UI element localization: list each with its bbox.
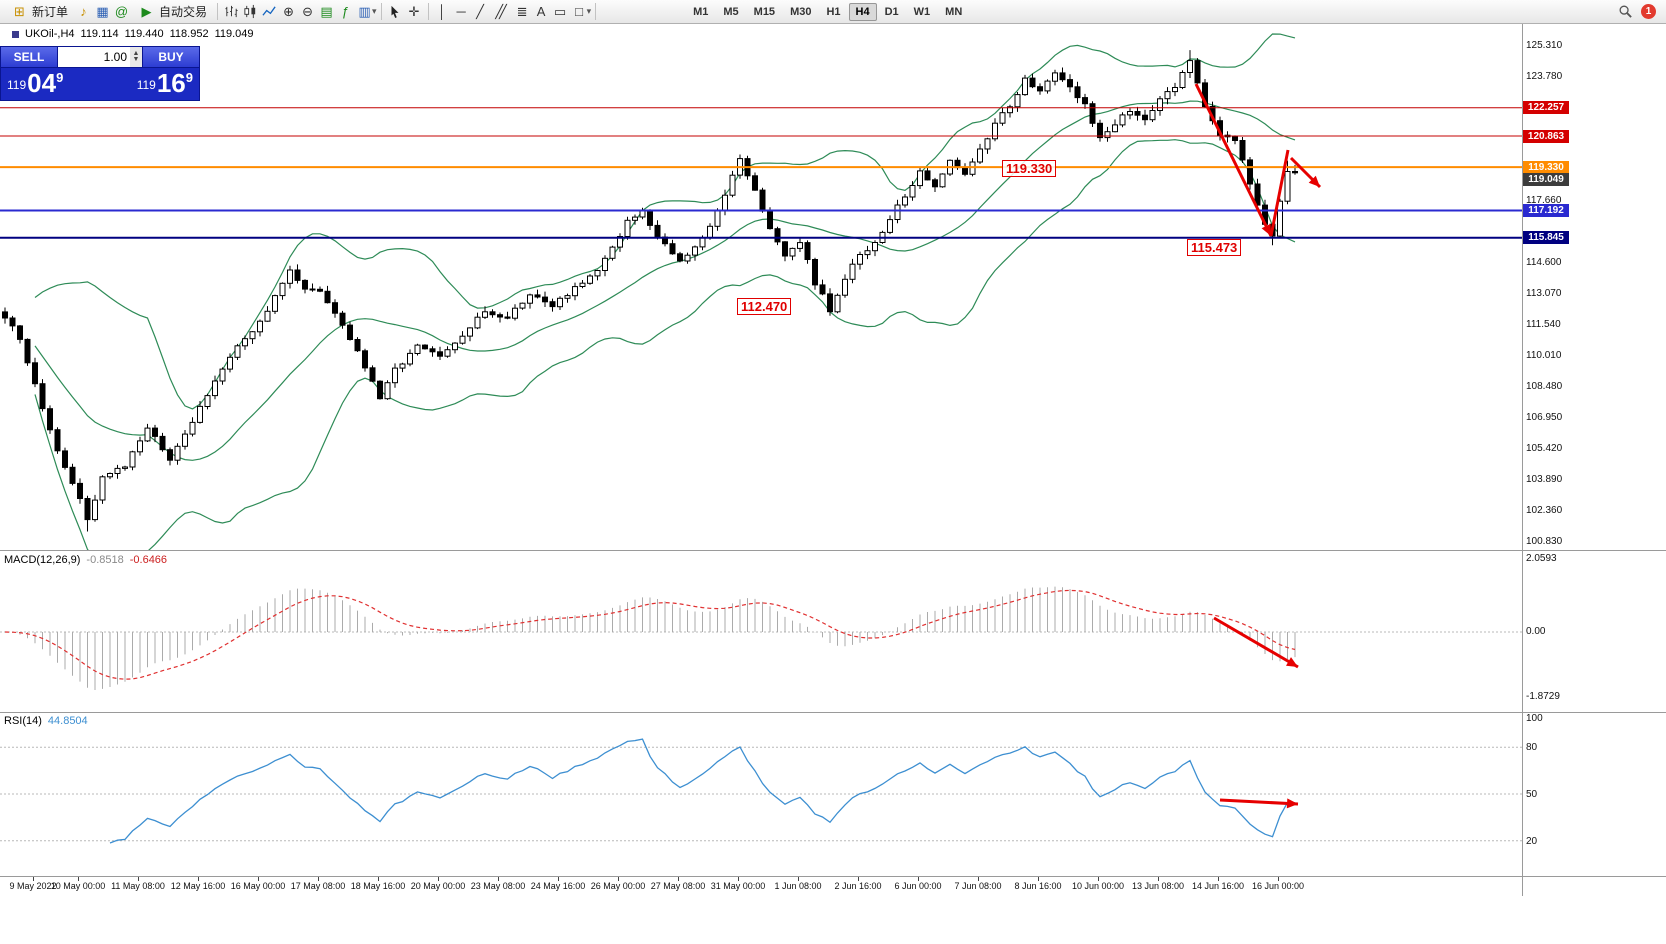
tf-h4-button[interactable]: H4 <box>848 2 877 21</box>
open-value: 119.114 <box>80 28 119 40</box>
macd-signal-value: -0.6466 <box>129 554 168 566</box>
bid-big-digits: 04 <box>27 68 57 98</box>
rsi-indicator <box>0 738 1522 844</box>
horizontal-line-tool-icon[interactable]: ─ <box>456 4 466 19</box>
search-icon[interactable] <box>1616 2 1635 21</box>
indicators-icon[interactable]: ƒ <box>341 4 350 19</box>
rsi-axis-20: 20 <box>1526 836 1538 847</box>
buy-button[interactable]: BUY <box>143 47 199 67</box>
volume-field: ▲▼ <box>57 47 143 67</box>
tf-h1-button[interactable]: H1 <box>826 5 841 18</box>
trend-arrow[interactable] <box>1269 149 1290 237</box>
tf-mn-button[interactable]: MN <box>945 5 963 18</box>
macd-name: MACD(12,26,9) <box>4 554 81 566</box>
toolbar-separator <box>427 3 429 20</box>
tf-d1-button[interactable]: D1 <box>884 5 899 18</box>
macd-main-value: -0.8518 <box>86 554 124 566</box>
trend-arrow-head <box>1308 175 1320 187</box>
rsi-axis-50: 50 <box>1526 789 1538 800</box>
toolbar-separator <box>217 3 219 20</box>
rsi-name: RSI(14) <box>4 715 42 727</box>
bid-prefix: 119 <box>7 78 27 92</box>
macd-signal-line <box>4 589 1296 680</box>
toolbar-separator <box>380 3 382 20</box>
sound-icon[interactable]: ♪ <box>80 4 87 19</box>
channel-tool-icon[interactable]: ╱╱ <box>495 4 507 19</box>
trend-arrows <box>1194 83 1322 809</box>
trend-arrow-head <box>1286 657 1298 667</box>
label-tool-icon[interactable]: ▭ <box>553 4 567 19</box>
new-order-button[interactable]: ⊞ 新订单 <box>4 2 74 22</box>
vertical-line-tool-icon[interactable]: │ <box>438 4 447 19</box>
zoom-in-icon[interactable]: ⊕ <box>283 4 294 19</box>
cursor-icon[interactable] <box>386 2 405 21</box>
templates-caret-icon[interactable]: ▾ <box>372 6 377 16</box>
tile-windows-icon[interactable]: ▤ <box>320 4 333 19</box>
tf-m30-button[interactable]: M30 <box>790 5 812 18</box>
trend-arrow-head <box>1286 798 1298 809</box>
autotrade-play-icon: ▶ <box>141 4 152 19</box>
market-watch-icon[interactable]: ▦ <box>96 4 109 19</box>
templates-icon[interactable]: ▥ <box>358 4 371 19</box>
symbol-timeframe-label: UKOil-,H4 <box>25 28 75 40</box>
ask-prefix: 119 <box>136 78 156 92</box>
trend-arrow[interactable] <box>1213 616 1299 669</box>
fibonacci-tool-icon[interactable]: ≣ <box>516 4 528 19</box>
toolbar: ⊞ 新订单 ♪ ▦ @ ▶ 自动交易 ⊕ ⊖ ▤ ƒ ▥ ▾ ✛ │ <box>0 0 1666 24</box>
volume-spinner[interactable]: ▲ ▼ <box>130 47 142 67</box>
tf-m1-button[interactable]: M1 <box>693 5 709 18</box>
horizontal-levels <box>0 107 1522 239</box>
ask-big-digits: 16 <box>156 68 186 98</box>
crosshair-icon[interactable]: ✛ <box>408 4 420 19</box>
line-chart-icon[interactable] <box>260 2 279 21</box>
toolbar-separator <box>595 3 597 20</box>
rsi-value: 44.8504 <box>47 715 88 727</box>
volume-input[interactable] <box>58 50 130 64</box>
bar-chart-icon[interactable] <box>222 2 241 21</box>
trendline-tool-icon[interactable]: ╱ <box>476 4 484 19</box>
tf-m5-button[interactable]: M5 <box>723 5 739 18</box>
one-click-trade-panel: SELL ▲▼ BUY 119 04 9 119 16 9 <box>0 46 200 101</box>
chart-title: UKOil-,H4 119.114 119.440 118.952 119.04… <box>12 28 254 40</box>
macd-indicator <box>0 586 1522 690</box>
ask-pipette: 9 <box>185 70 193 85</box>
macd-axis-zero: 0.00 <box>1526 626 1546 637</box>
trend-arrow-head <box>1261 223 1271 236</box>
shapes-tool-icon[interactable]: □ <box>575 4 583 19</box>
zoom-out-icon[interactable]: ⊖ <box>302 4 313 19</box>
rsi-axis-80: 80 <box>1526 742 1538 753</box>
macd-axis-min: -1.8729 <box>1526 691 1560 702</box>
trend-arrow[interactable] <box>1194 83 1273 237</box>
autotrade-label: 自动交易 <box>159 5 208 19</box>
close-value: 119.049 <box>214 28 254 40</box>
macd-axis-max: 2.0593 <box>1526 553 1557 564</box>
toolbar-right-group: 1 <box>1616 2 1662 21</box>
bid-price[interactable]: 119 04 9 <box>7 70 63 96</box>
trend-arrow[interactable] <box>1219 798 1299 806</box>
community-icon[interactable]: @ <box>114 4 129 19</box>
text-tool-icon[interactable]: A <box>536 4 546 19</box>
shapes-caret-icon[interactable]: ▾ <box>586 6 592 16</box>
new-order-icon: ⊞ <box>14 4 25 19</box>
candlestick-chart-icon[interactable] <box>241 2 260 21</box>
ask-price[interactable]: 119 16 9 <box>137 70 193 96</box>
timeframe-group: M1 M5 M15 M30 H1 H4 D1 W1 MN <box>686 2 969 21</box>
bid-pipette: 9 <box>56 70 64 85</box>
chart-bullet-icon <box>12 30 19 38</box>
rsi-line <box>109 738 1296 844</box>
rsi-label: RSI(14) 44.8504 <box>4 715 88 727</box>
bollinger-bands <box>34 33 1296 550</box>
high-value: 119.440 <box>124 28 164 40</box>
notification-badge[interactable]: 1 <box>1641 4 1656 19</box>
tf-m15-button[interactable]: M15 <box>753 5 776 18</box>
tf-w1-button[interactable]: W1 <box>913 5 931 18</box>
autotrade-button[interactable]: ▶ 自动交易 <box>131 2 213 22</box>
macd-label: MACD(12,26,9) -0.8518 -0.6466 <box>4 554 167 566</box>
sell-button[interactable]: SELL <box>1 47 57 67</box>
rsi-axis-100: 100 <box>1526 713 1543 724</box>
low-value: 118.952 <box>169 28 209 40</box>
new-order-label: 新订单 <box>32 5 69 19</box>
